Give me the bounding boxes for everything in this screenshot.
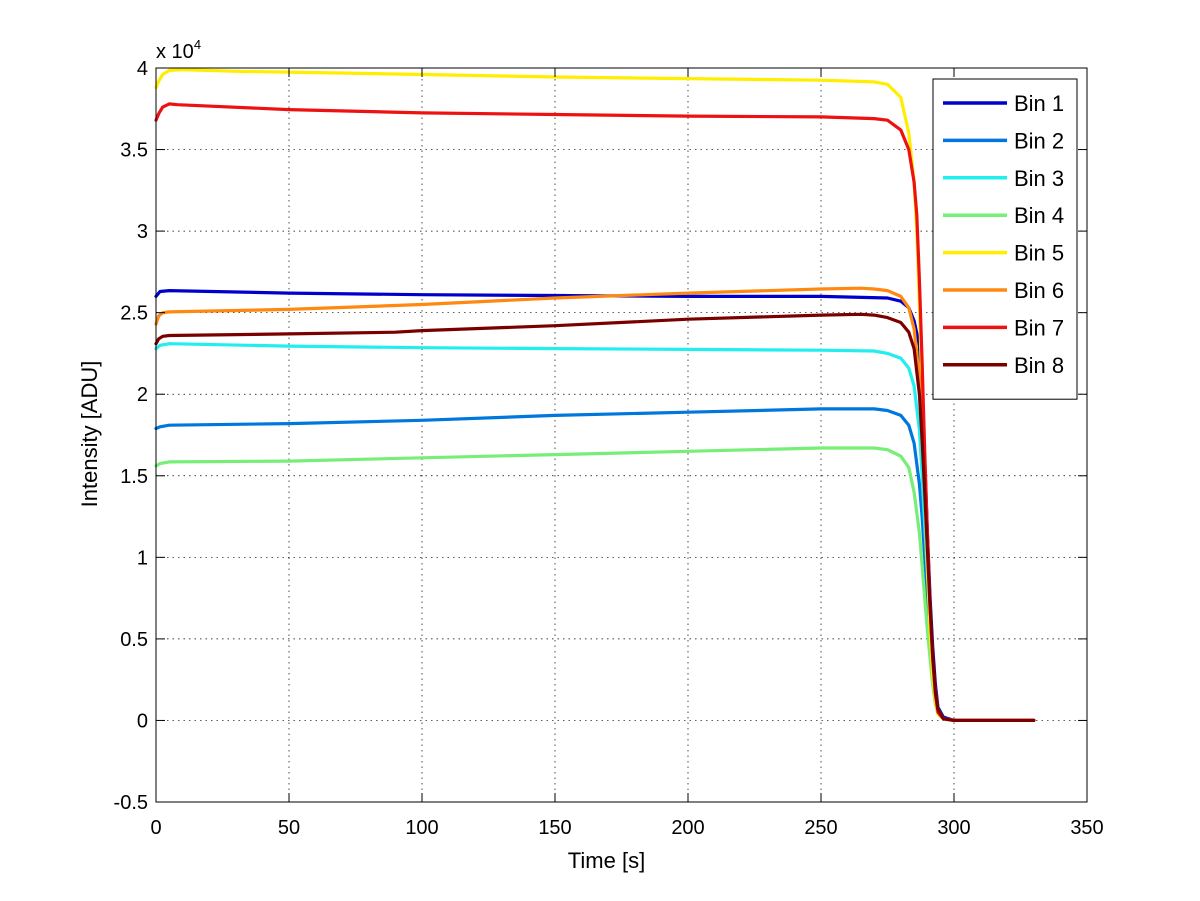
y-tick-label: 3 [137, 221, 148, 243]
series-layer [154, 67, 1036, 723]
legend-label-bin-8: Bin 8 [1014, 353, 1064, 378]
x-tick-label: 0 [150, 817, 161, 839]
legend-label-bin-3: Bin 3 [1014, 166, 1064, 191]
x-tick-label: 150 [538, 817, 571, 839]
axes-frame [155, 67, 1088, 803]
legend-box [932, 78, 1078, 400]
series-line-bin-8 [154, 312, 1036, 723]
y-tick-label: 1 [137, 547, 148, 569]
x-tick-label: 250 [804, 817, 837, 839]
x-tick-label: 50 [278, 817, 300, 839]
x-tick-label: 350 [1070, 817, 1103, 839]
y-tick-label: 0 [137, 710, 148, 732]
y-multiplier-exponent: 4 [194, 37, 201, 52]
y-axis-label: Intensity [ADU] [77, 361, 102, 508]
y-tick-label: 1.5 [120, 466, 148, 488]
y-tick-label: 2.5 [120, 303, 148, 325]
x-axis-label: Time [s] [568, 848, 645, 873]
legend-label-bin-7: Bin 7 [1014, 315, 1064, 340]
x-tick-label: 100 [405, 817, 438, 839]
y-multiplier-base: x 10 [156, 41, 194, 63]
y-tick-label: 0.5 [120, 629, 148, 651]
x-tick-label: 300 [937, 817, 970, 839]
legend-label-bin-6: Bin 6 [1014, 278, 1064, 303]
y-tick-label: 3.5 [120, 140, 148, 162]
x-tick-label: 200 [671, 817, 704, 839]
y-axis-multiplier: x 104 [156, 37, 201, 63]
y-tick-labels: -0.5 0 0.5 1 1.5 2 2.5 3 3.5 4 [114, 58, 148, 814]
legend-label-bin-1: Bin 1 [1014, 91, 1064, 116]
legend-label-bin-5: Bin 5 [1014, 241, 1064, 266]
y-tick-label: 2 [137, 384, 148, 406]
legend: Bin 1 Bin 2 Bin 3 Bin 4 Bin 5 Bin 6 Bin 7 Bin 8 [932, 78, 1078, 400]
y-tick-label: 4 [137, 58, 148, 80]
legend-label-bin-2: Bin 2 [1014, 128, 1064, 153]
axis-ticks [155, 67, 1088, 803]
x-tick-labels: 0 50 100 150 200 250 300 350 [150, 817, 1103, 839]
y-tick-label: -0.5 [114, 792, 148, 814]
legend-label-bin-4: Bin 4 [1014, 203, 1064, 228]
